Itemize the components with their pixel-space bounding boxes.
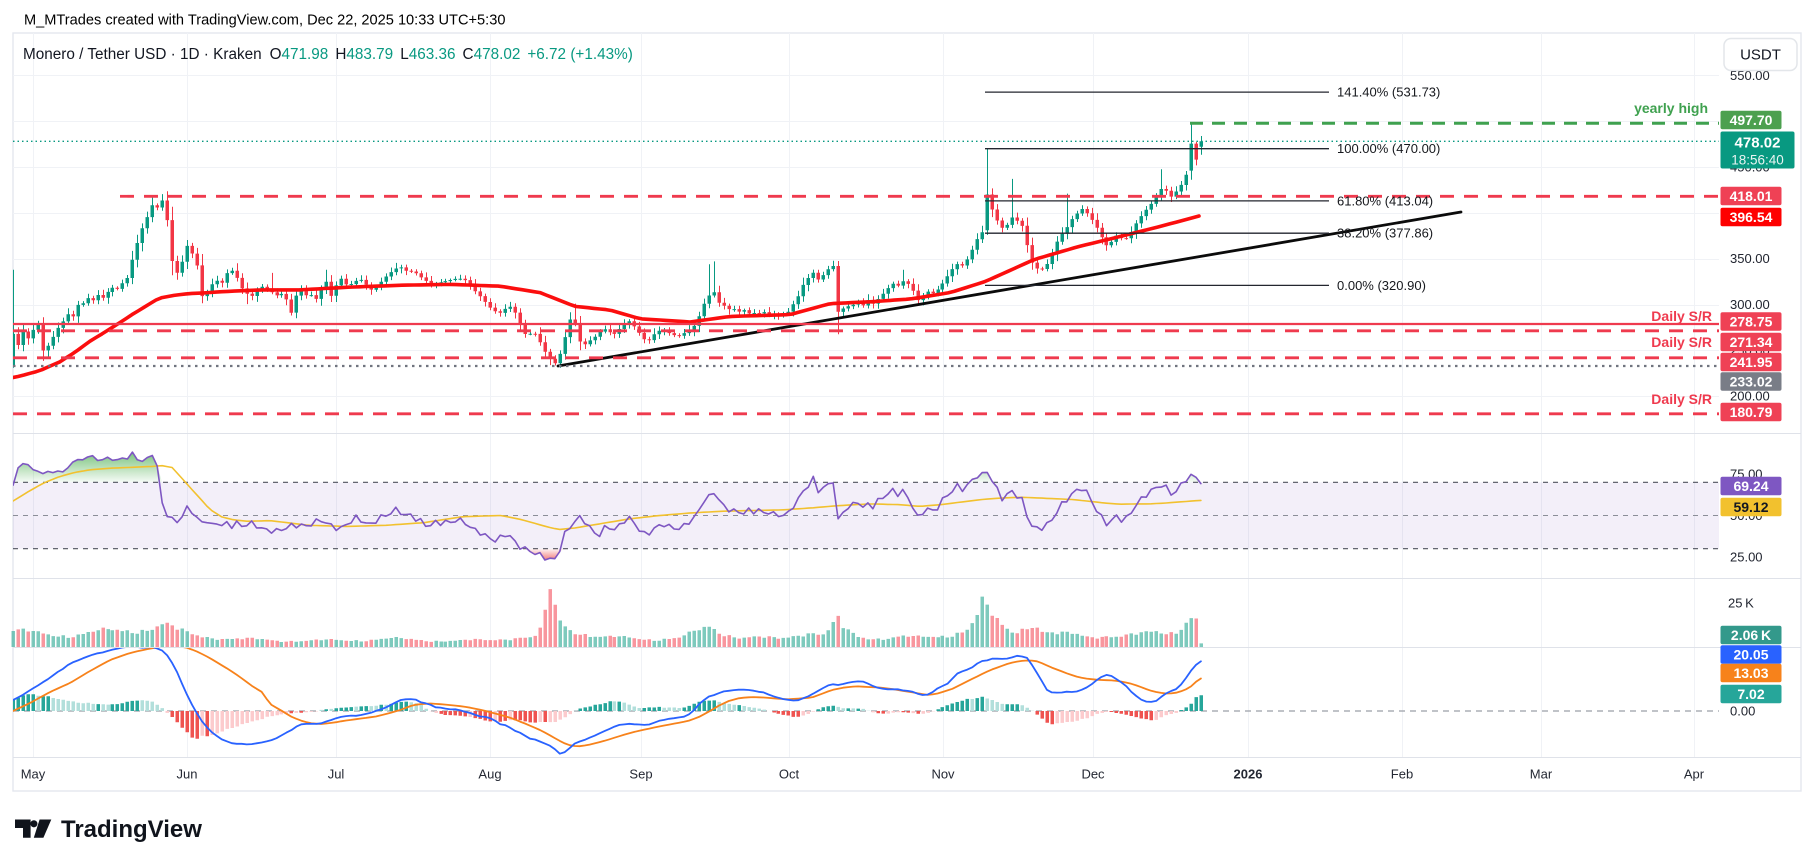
svg-text:Aug: Aug: [478, 767, 501, 782]
svg-text:478.02: 478.02: [1735, 135, 1781, 152]
svg-text:Mar: Mar: [1530, 767, 1553, 782]
svg-text:Sep: Sep: [629, 767, 652, 782]
svg-text:Dec: Dec: [1081, 767, 1105, 782]
svg-text:Apr: Apr: [1684, 767, 1705, 782]
svg-text:271.34: 271.34: [1730, 334, 1773, 350]
svg-text:497.70: 497.70: [1730, 112, 1773, 128]
svg-text:25 K: 25 K: [1728, 596, 1754, 611]
svg-text:2.06 K: 2.06 K: [1731, 627, 1771, 643]
svg-text:Daily S/R: Daily S/R: [1651, 334, 1712, 350]
svg-text:Jul: Jul: [328, 767, 345, 782]
svg-text:25.00: 25.00: [1730, 550, 1763, 565]
svg-text:350.00: 350.00: [1730, 251, 1770, 266]
svg-text:Daily S/R: Daily S/R: [1651, 391, 1712, 407]
svg-text:141.40% (531.73): 141.40% (531.73): [1337, 85, 1440, 100]
svg-text:200.00: 200.00: [1730, 389, 1770, 404]
svg-text:418.01: 418.01: [1730, 188, 1773, 204]
svg-text:61.80% (413.04): 61.80% (413.04): [1337, 193, 1433, 208]
svg-text:M_MTrades created with Trading: M_MTrades created with TradingView.com, …: [24, 13, 505, 29]
svg-text:38.20% (377.86): 38.20% (377.86): [1337, 226, 1433, 241]
svg-text:18:56:40: 18:56:40: [1731, 153, 1784, 168]
svg-text:20.05: 20.05: [1733, 646, 1768, 662]
svg-text:550.00: 550.00: [1730, 68, 1770, 83]
svg-text:100.00% (470.00): 100.00% (470.00): [1337, 141, 1440, 156]
svg-text:May: May: [21, 767, 46, 782]
svg-text:TradingView: TradingView: [61, 816, 202, 843]
svg-text:USDT: USDT: [1740, 47, 1781, 64]
svg-text:59.12: 59.12: [1733, 499, 1768, 515]
svg-text:Feb: Feb: [1391, 767, 1413, 782]
svg-text:69.24: 69.24: [1733, 478, 1768, 494]
svg-text:Nov: Nov: [931, 767, 955, 782]
svg-text:180.79: 180.79: [1730, 404, 1773, 420]
svg-text:7.02: 7.02: [1737, 686, 1764, 702]
svg-text:yearly high: yearly high: [1634, 100, 1708, 116]
svg-text:0.00% (320.90): 0.00% (320.90): [1337, 278, 1426, 293]
svg-text:Daily S/R: Daily S/R: [1651, 308, 1712, 324]
svg-text:278.75: 278.75: [1730, 313, 1773, 329]
svg-text:241.95: 241.95: [1730, 354, 1773, 370]
svg-text:396.54: 396.54: [1730, 209, 1773, 225]
svg-text:Oct: Oct: [779, 767, 800, 782]
svg-text:Jun: Jun: [177, 767, 198, 782]
svg-text:Monero / Tether USD · 1D · Kra: Monero / Tether USD · 1D · Kraken O471.98…: [23, 46, 633, 63]
svg-text:13.03: 13.03: [1733, 665, 1768, 681]
svg-text:2026: 2026: [1234, 767, 1263, 782]
svg-text:300.00: 300.00: [1730, 297, 1770, 312]
svg-text:233.02: 233.02: [1730, 373, 1773, 389]
svg-text:0.00: 0.00: [1730, 704, 1755, 719]
